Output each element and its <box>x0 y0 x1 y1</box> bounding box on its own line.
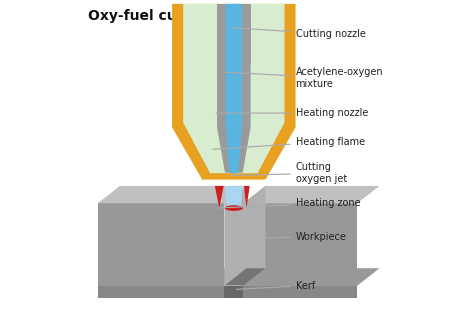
Polygon shape <box>243 286 357 298</box>
Polygon shape <box>243 203 357 286</box>
Text: Heating nozzle: Heating nozzle <box>216 108 368 118</box>
Polygon shape <box>224 186 246 286</box>
Polygon shape <box>183 4 284 173</box>
Polygon shape <box>215 186 224 208</box>
Text: Cutting nozzle: Cutting nozzle <box>232 28 365 39</box>
Polygon shape <box>98 286 224 298</box>
Text: Heating zone: Heating zone <box>218 198 360 208</box>
Polygon shape <box>244 186 250 208</box>
Polygon shape <box>224 268 265 286</box>
Polygon shape <box>243 186 265 286</box>
Polygon shape <box>172 4 296 180</box>
Polygon shape <box>217 4 251 64</box>
Text: Cutting
oxygen jet: Cutting oxygen jet <box>232 162 347 184</box>
Polygon shape <box>98 186 246 203</box>
Polygon shape <box>243 268 380 286</box>
Polygon shape <box>98 268 246 286</box>
Text: Kerf: Kerf <box>237 281 315 291</box>
Text: Acetylene-oxygen
mixture: Acetylene-oxygen mixture <box>222 67 383 89</box>
Polygon shape <box>226 4 242 173</box>
Polygon shape <box>224 286 243 298</box>
Polygon shape <box>243 186 380 203</box>
Ellipse shape <box>225 205 243 211</box>
Polygon shape <box>225 186 243 208</box>
Polygon shape <box>217 64 251 173</box>
Text: Oxy-fuel cutting: Oxy-fuel cutting <box>88 9 214 23</box>
Text: Heating flame: Heating flame <box>213 137 365 149</box>
Polygon shape <box>98 203 224 286</box>
Text: Workpiece: Workpiece <box>259 232 346 242</box>
